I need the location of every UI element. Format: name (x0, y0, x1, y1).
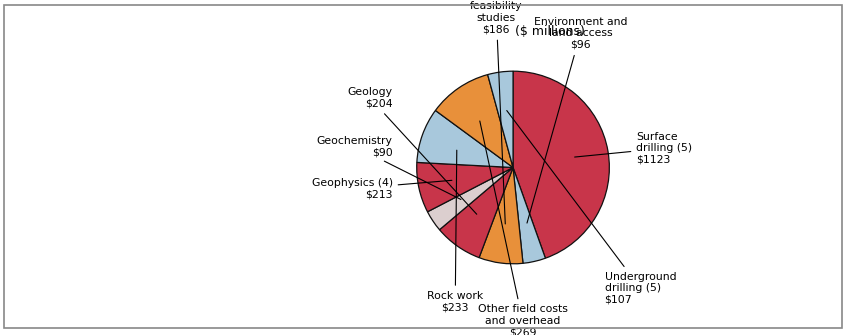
Text: ($ millions): ($ millions) (515, 25, 585, 39)
Wedge shape (479, 168, 523, 264)
Wedge shape (427, 168, 513, 230)
Wedge shape (416, 162, 513, 212)
Text: Engineering,
economic and
pre-/production
feasibility
studies
$186: Engineering, economic and pre-/productio… (454, 0, 538, 224)
Wedge shape (439, 168, 513, 258)
Text: Underground
drilling (5)
$107: Underground drilling (5) $107 (507, 111, 676, 305)
Wedge shape (435, 75, 513, 168)
Wedge shape (488, 71, 513, 168)
Text: Geology
$204: Geology $204 (348, 87, 477, 214)
Text: Surface
drilling (5)
$1123: Surface drilling (5) $1123 (575, 132, 693, 165)
Wedge shape (417, 111, 513, 168)
Text: Environment and
land access
$96: Environment and land access $96 (527, 17, 628, 223)
Text: Geochemistry
$90: Geochemistry $90 (317, 136, 461, 199)
Wedge shape (513, 71, 610, 258)
Text: Rock work
$233: Rock work $233 (427, 150, 483, 312)
Text: Geophysics (4)
$213: Geophysics (4) $213 (311, 178, 452, 199)
Wedge shape (513, 168, 545, 263)
Text: Other field costs
and overhead
$269: Other field costs and overhead $269 (477, 121, 567, 335)
